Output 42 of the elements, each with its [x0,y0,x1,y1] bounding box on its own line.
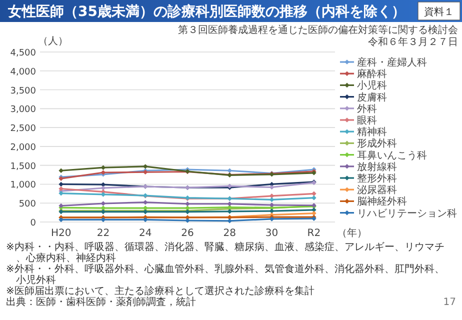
y-tick-label: 500 [18,200,36,210]
y-tick-label: 2,500 [10,124,36,134]
legend-label: 放射線科 [357,160,397,173]
legend-label: 形成外科 [357,138,397,150]
y-tick-label: 1,000 [10,180,36,191]
legend-label: リハビリテーション科 [357,207,457,220]
legend-label: 産科・産婦人科 [357,56,427,68]
legend-label: 皮膚科 [357,91,387,104]
text: ※外科・・外科、呼吸器外科、心臓血管外科、乳腺外科、気管食道外科、消化器外科、肛門外科、小児外科 [6,263,444,286]
legend-label: 脳神経外科 [357,196,407,208]
y-tick-label: 2,000 [10,142,36,153]
legend-label: 小児科 [357,80,387,92]
text: 資料１ [424,6,454,18]
y-tick-label: 1,500 [10,162,36,172]
text: ※内科・・内科、呼吸器、循環器、消化器、腎臓、糖尿病、血液、感染症、アレルギー、リウマチ、心療内科、神経内科 [6,241,444,264]
x-tick-label: 28 [223,228,236,239]
legend-label: 眼科 [357,114,377,126]
x-tick-label: R2 [307,228,321,239]
y-tick-label: 4,000 [10,67,36,78]
source-note: 出典：医師・歯科医師・薬剤師調査，統計 [6,296,196,308]
chart-title: 女性医師（35歳未満）の診療科別医師数の推移（内科を除く） [7,3,406,20]
legend-label: 整形外科 [357,172,397,184]
legend-label: 泌尿器科 [357,184,397,196]
x-axis-title: （年） [337,227,367,239]
legend-label: 外科 [357,102,377,115]
x-tick-label: 30 [265,228,278,239]
y-tick-label: 4,500 [10,48,36,58]
legend-label: 精神科 [357,126,387,138]
x-tick-label: 26 [181,228,194,239]
text: 17 [443,297,456,308]
text: 第３回医師養成過程を通じた医師の偏在対策等に関する検討会 [178,24,458,36]
x-tick-label: H20 [50,228,72,239]
text: 令和６年３月２７日 [368,36,458,48]
x-tick-label: 22 [96,228,110,239]
x-tick-label: 24 [138,228,152,239]
y-tick-label: 3,000 [10,105,36,116]
legend-label: 耳鼻いんこう科 [357,149,427,162]
y-tick-label: 3,500 [10,86,36,96]
y-tick-label: 0 [30,218,36,228]
legend-label: 麻酔科 [357,68,387,80]
text: ※医師届出票において、主たる診療科として選択された診療科を集計 [6,285,314,297]
y-axis-title: （人） [38,36,68,47]
